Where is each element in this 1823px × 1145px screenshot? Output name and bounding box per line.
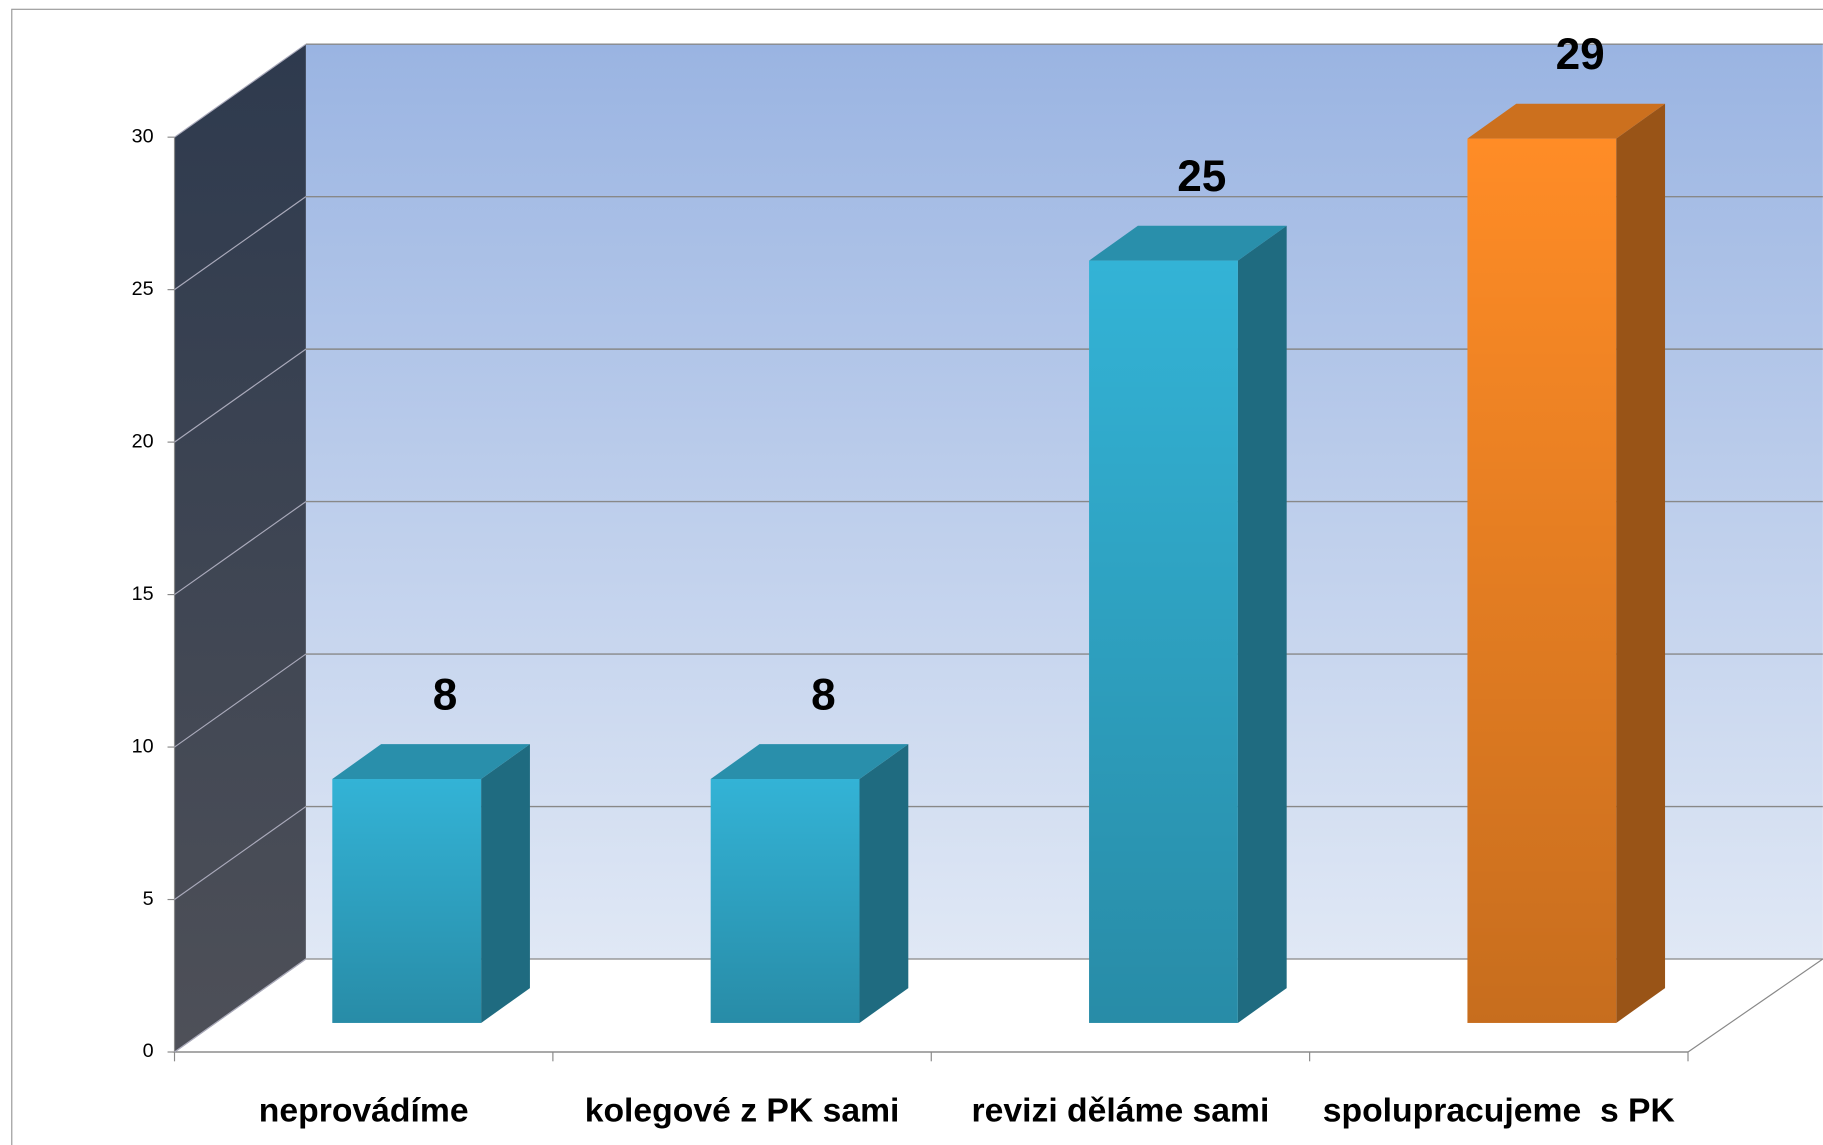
y-tick-label: 25 <box>132 278 154 300</box>
grid-line-side <box>174 958 307 1053</box>
x-tick-label: neprovádíme <box>259 1091 469 1129</box>
bar-top <box>710 744 909 779</box>
bar-top <box>1467 103 1666 139</box>
x-tick-label: spolupracujeme s PK <box>1323 1091 1676 1129</box>
bar-side <box>859 744 909 1023</box>
bar-side <box>1616 103 1666 1023</box>
bar-top <box>1089 225 1287 261</box>
bar-shade <box>1089 260 1238 1023</box>
bar-top <box>332 744 530 779</box>
grid-line-side <box>174 653 307 748</box>
bar-layer: 8 8 25 29 <box>332 30 1666 1023</box>
y-tick-label: 20 <box>132 430 154 452</box>
bar-shade <box>1467 138 1617 1023</box>
grid-line-side <box>174 806 307 901</box>
y-tick-label: 15 <box>132 583 154 605</box>
bar-shade <box>332 778 482 1023</box>
value-label: 8 <box>433 670 458 719</box>
grid-line-side <box>174 348 307 443</box>
grid-line-side <box>174 43 307 138</box>
grid-line-side <box>174 501 307 596</box>
value-label: 29 <box>1556 30 1605 79</box>
value-label: 25 <box>1177 152 1226 201</box>
y-tick-label: 10 <box>132 735 154 757</box>
bar-side <box>1237 225 1287 1023</box>
y-tick-label: 0 <box>143 1040 154 1062</box>
x-tick-label: revizi děláme sami <box>972 1091 1270 1129</box>
value-label: 8 <box>811 670 836 719</box>
bar-shade <box>710 778 860 1023</box>
frame <box>11 8 1823 1145</box>
bar-side <box>481 744 530 1023</box>
tick-layer: 0 5 10 15 20 25 30 neprovádíme kolegové z PK sam… <box>132 43 1823 1129</box>
y-tick-label: 30 <box>132 125 154 147</box>
y-tick-label: 5 <box>143 888 154 910</box>
x-tick-label: kolegové z PK sami <box>585 1091 900 1129</box>
grid-line-side <box>174 196 307 291</box>
